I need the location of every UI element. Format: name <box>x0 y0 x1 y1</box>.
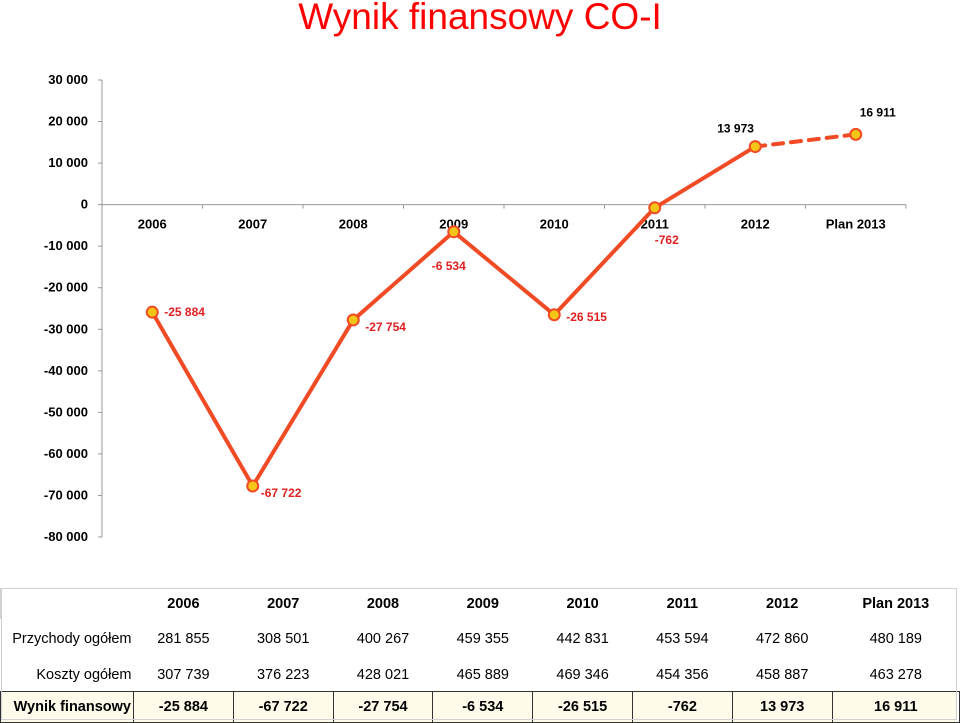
data-point <box>748 140 762 154</box>
y-tick-label: -80 000 <box>44 529 88 544</box>
y-tick-label: -20 000 <box>44 280 88 295</box>
series-points <box>145 127 863 493</box>
series-segment <box>150 310 255 488</box>
data-point <box>547 308 561 322</box>
y-tick-label: 30 000 <box>48 72 88 87</box>
y-tick-label: -10 000 <box>44 238 88 253</box>
table-cell: 308 501 <box>256 631 310 647</box>
table-cell: 472 860 <box>755 631 809 647</box>
table-cell: 281 855 <box>157 631 210 647</box>
data-label: -25 884 <box>164 305 205 319</box>
data-label: 16 911 <box>860 105 896 119</box>
table-cell: 376 223 <box>256 667 310 683</box>
table-cell: 453 594 <box>656 631 709 647</box>
x-tick-label: 2008 <box>339 217 368 232</box>
table-cell: 13 973 <box>731 691 833 723</box>
data-labels: -25 884 -67 722 -27 754 -6 534 -26 515 -762 13… <box>164 105 896 500</box>
row-label-wynik: Wynik finansowy <box>0 691 134 723</box>
series-segment <box>753 132 858 149</box>
series-line <box>150 132 858 488</box>
x-tick-label: 2009 <box>439 217 468 232</box>
table-cell: 465 889 <box>456 667 509 683</box>
row-label-przychody: Przychody ogółem <box>12 630 132 647</box>
chart-axes <box>101 80 906 537</box>
y-axis-ticks: 30 000 20 000 10 000 0 -10 000 -20 000 -30 000… <box>44 72 102 544</box>
data-label: -26 515 <box>566 310 607 324</box>
table-cell: 458 887 <box>755 667 809 683</box>
table-row-przychody: Przychody ogółem 281 855 308 501 400 267… <box>1 619 960 659</box>
y-tick-label: -50 000 <box>44 404 88 419</box>
data-label: -27 754 <box>365 320 406 334</box>
table-cell: 469 346 <box>556 667 609 683</box>
series-segment <box>451 229 557 317</box>
series-segment <box>250 317 356 488</box>
table-cell: -27 754 <box>332 691 434 723</box>
table-header-row: 2006 2007 2008 2009 2010 2011 2012 Plan … <box>0 588 960 619</box>
table-header-cell: 2012 <box>766 595 799 612</box>
row-label-koszty: Koszty ogółem <box>36 666 132 683</box>
data-label: 13 973 <box>717 122 754 136</box>
table-header-cell: 2006 <box>167 595 200 612</box>
y-tick-label: -60 000 <box>44 446 88 461</box>
table-row-wynik: Wynik finansowy -25 884 -67 722 -27 754 … <box>0 691 960 723</box>
table-header-cell: Plan 2013 <box>862 595 930 612</box>
table-cell: 307 739 <box>157 667 210 683</box>
table-cell: -762 <box>631 691 733 723</box>
x-tick-label: Plan 2013 <box>826 217 886 232</box>
line-chart: 30 000 20 000 10 000 0 -10 000 -20 000 -30 000… <box>44 72 907 544</box>
y-tick-label: 10 000 <box>48 155 88 170</box>
table-cell: -6 534 <box>432 691 534 723</box>
table-cell: 459 355 <box>456 631 509 647</box>
x-tick-label: 2006 <box>138 217 167 232</box>
data-point <box>447 225 461 239</box>
table-cell: 428 021 <box>356 667 410 683</box>
y-tick-label: 20 000 <box>48 114 88 129</box>
data-point <box>145 305 159 319</box>
table-cell: 463 278 <box>869 667 922 683</box>
table-cell: 480 189 <box>869 631 922 647</box>
table-header-cell: 2010 <box>566 595 599 612</box>
x-axis-ticks: 2006 2007 2008 2009 2010 2011 2012 Plan 2013 <box>101 204 907 232</box>
data-table: 2006 2007 2008 2009 2010 2011 2012 Plan … <box>0 588 960 723</box>
table-cell: 400 267 <box>356 631 410 647</box>
table-header-cell: 2011 <box>666 595 699 612</box>
table-cell: 16 911 <box>831 691 960 723</box>
x-tick-label: 2011 <box>641 217 669 232</box>
x-tick-label: 2012 <box>741 217 770 232</box>
x-tick-label: 2010 <box>540 217 569 232</box>
table-cell: 454 356 <box>656 667 709 683</box>
series-segment <box>351 229 456 322</box>
table-header-cell: 2009 <box>466 595 499 612</box>
table-cell: -67 722 <box>232 691 334 723</box>
data-point <box>849 127 863 141</box>
data-point <box>246 479 260 493</box>
data-label: -762 <box>655 233 679 247</box>
table-row-koszty: Koszty ogółem 307 739 376 223 428 021 46… <box>1 659 960 692</box>
table-corner-cell <box>0 588 134 619</box>
y-tick-label: -30 000 <box>44 321 88 336</box>
y-tick-label: 0 <box>81 197 88 212</box>
data-point <box>648 201 662 215</box>
series-segment <box>652 144 758 210</box>
table-header-cell: 2008 <box>366 595 400 612</box>
y-tick-label: -40 000 <box>44 363 88 378</box>
table-header-cell: 2007 <box>267 595 300 612</box>
table-cell: 442 831 <box>556 631 609 647</box>
series-segment <box>552 205 657 317</box>
table-cell: -26 515 <box>532 691 633 723</box>
data-point <box>346 313 360 327</box>
y-tick-label: -70 000 <box>44 487 88 502</box>
data-label: -67 722 <box>261 486 302 500</box>
x-tick-label: 2007 <box>238 217 267 232</box>
page-title: Wynik finansowy CO-I <box>298 0 662 37</box>
data-label: -6 534 <box>432 259 466 273</box>
table-cell: -25 884 <box>133 691 234 723</box>
